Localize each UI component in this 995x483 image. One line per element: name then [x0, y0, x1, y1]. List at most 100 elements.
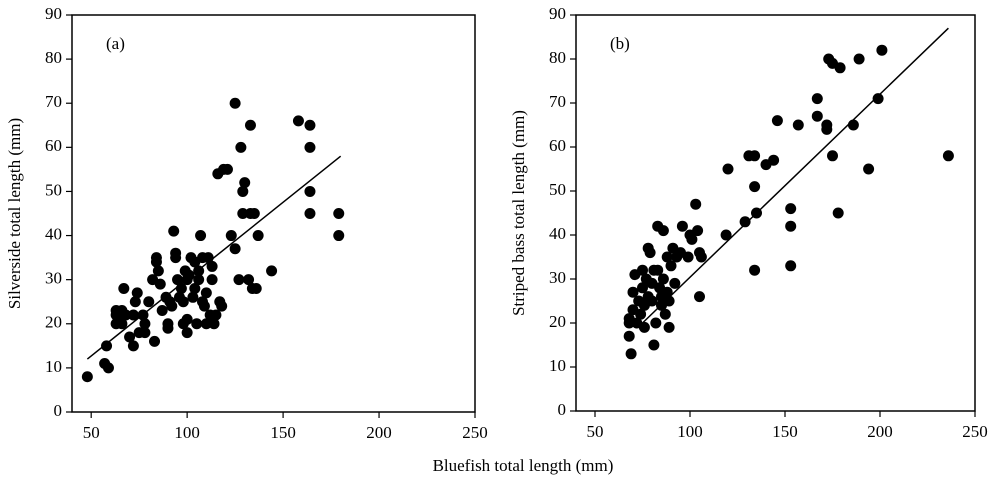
data-point — [189, 282, 201, 294]
data-point — [139, 318, 151, 330]
data-point — [198, 300, 210, 312]
data-point — [243, 274, 255, 286]
y-tick-label: 50 — [45, 180, 62, 199]
x-tick-label: 50 — [83, 423, 100, 442]
data-point — [101, 340, 113, 352]
data-point — [191, 318, 203, 330]
data-point — [771, 115, 783, 127]
data-point — [195, 230, 207, 242]
data-point — [739, 216, 751, 228]
data-point — [172, 274, 184, 286]
data-point — [143, 296, 155, 308]
data-point — [872, 93, 884, 105]
data-point — [233, 274, 245, 286]
data-point — [193, 274, 205, 286]
data-point — [221, 163, 233, 175]
plot-frame — [575, 14, 976, 412]
data-point — [304, 208, 316, 219]
y-tick-label: 20 — [549, 312, 566, 331]
plot-frame — [71, 14, 476, 413]
data-point — [170, 252, 182, 264]
y-tick-label: 60 — [549, 136, 566, 155]
data-point — [853, 53, 865, 65]
data-point — [139, 327, 151, 339]
data-point — [785, 260, 797, 272]
data-point — [166, 300, 178, 312]
y-tick-label: 70 — [45, 92, 62, 111]
data-point — [239, 177, 251, 189]
data-point — [661, 251, 673, 263]
y-tick-label: 80 — [549, 48, 566, 67]
x-tick-label: 50 — [587, 422, 604, 441]
data-point — [627, 286, 639, 298]
data-point — [304, 141, 316, 153]
data-point — [676, 220, 688, 232]
data-point — [694, 291, 705, 303]
data-point — [652, 264, 664, 276]
data-point — [183, 269, 195, 281]
data-point — [785, 220, 797, 232]
x-tick-label: 250 — [962, 422, 988, 441]
data-point — [635, 308, 647, 320]
data-point — [206, 274, 218, 286]
data-point — [650, 317, 662, 329]
data-point — [127, 309, 139, 321]
data-point — [216, 300, 228, 312]
data-point — [333, 230, 345, 242]
data-point — [657, 225, 669, 237]
data-point — [152, 265, 164, 277]
data-point — [749, 150, 761, 162]
y-tick-label: 50 — [549, 180, 566, 199]
data-point — [720, 229, 732, 241]
data-point — [827, 150, 838, 162]
data-point — [692, 225, 704, 237]
x-tick-label: 100 — [677, 422, 703, 441]
data-point — [722, 163, 734, 175]
data-point — [200, 287, 212, 299]
data-point — [225, 230, 237, 242]
x-tick-label: 150 — [270, 423, 296, 442]
data-point — [863, 163, 875, 175]
data-point — [177, 296, 189, 308]
y-tick-label: 60 — [45, 136, 62, 155]
data-point — [768, 154, 780, 166]
data-point — [811, 93, 823, 105]
data-point — [625, 348, 637, 360]
y-tick-label: 0 — [54, 401, 63, 420]
fit-line — [641, 27, 949, 324]
data-point — [210, 309, 222, 321]
x-tick-label: 200 — [366, 423, 392, 442]
data-point — [876, 44, 888, 56]
data-point — [200, 318, 212, 330]
y-tick-label: 10 — [549, 356, 566, 375]
y-tick-label: 80 — [45, 48, 62, 67]
data-point — [206, 260, 218, 272]
data-point — [181, 313, 193, 325]
x-tick-label: 100 — [174, 423, 200, 442]
data-point — [333, 208, 345, 219]
data-point — [120, 309, 132, 321]
data-point — [237, 208, 249, 219]
data-point — [749, 264, 761, 276]
data-point — [669, 277, 681, 289]
data-point — [646, 295, 658, 307]
data-point — [208, 318, 220, 330]
data-point — [665, 260, 677, 272]
panel-label: (b) — [610, 34, 630, 53]
data-point — [102, 362, 114, 374]
data-point — [81, 371, 93, 383]
data-point — [229, 243, 241, 255]
data-point — [657, 273, 669, 285]
data-point — [663, 321, 675, 333]
data-point — [154, 278, 166, 290]
data-point — [648, 339, 660, 351]
fit-line — [86, 155, 342, 360]
data-point — [304, 185, 316, 197]
data-point — [127, 340, 139, 352]
y-tick-label: 70 — [549, 92, 566, 111]
data-point — [131, 287, 143, 299]
y-tick-label: 40 — [45, 224, 62, 243]
data-point — [792, 119, 804, 131]
data-point — [682, 251, 694, 263]
x-tick-label: 200 — [867, 422, 893, 441]
